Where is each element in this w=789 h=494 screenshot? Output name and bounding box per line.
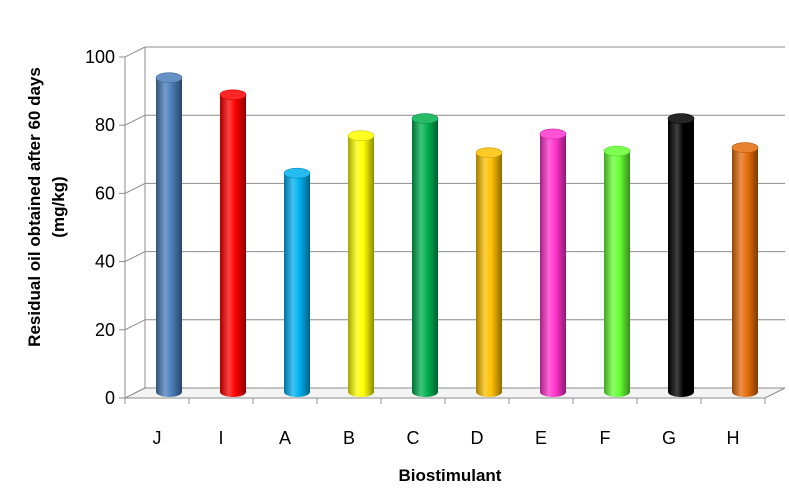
y-axis-title-line2: (mg/kg) [49, 176, 68, 237]
bar-body [668, 118, 694, 398]
bar-body [540, 133, 566, 397]
y-tick-labels: 0 20 40 60 80 100 [85, 47, 115, 408]
x-tick-label: H [727, 428, 740, 448]
y-tick-label: 20 [95, 320, 115, 340]
bar-body [156, 77, 182, 397]
x-tick-label: E [535, 428, 547, 448]
x-tick-label: I [218, 428, 223, 448]
side-wall-gridline [124, 387, 146, 399]
bar-G [667, 113, 695, 398]
bar-body [284, 173, 310, 397]
x-tick-label: D [471, 428, 484, 448]
bar-body [604, 151, 630, 397]
side-wall-gridline [124, 251, 146, 263]
x-tick-label: G [662, 428, 676, 448]
bar-top [411, 113, 439, 124]
bar-body [348, 135, 374, 397]
side-wall-gridline [124, 182, 146, 194]
x-tick-label: B [343, 428, 355, 448]
bar-top [667, 113, 695, 124]
bar-top [731, 142, 759, 153]
bar-top [603, 145, 631, 157]
bars [155, 72, 759, 398]
side-wall-gridline [124, 114, 146, 126]
bar-E [539, 128, 567, 397]
bar-I [219, 89, 247, 398]
y-axis-title: Residual oil obtained after 60 days (mg/… [25, 67, 68, 347]
axes [119, 47, 766, 404]
x-tick-label: A [279, 428, 291, 448]
y-tick-label: 60 [95, 183, 115, 203]
bar-H [731, 142, 759, 397]
bar-top [539, 128, 567, 140]
y-tick-label: 100 [85, 47, 115, 67]
bar-top [219, 89, 247, 101]
bar-body [412, 118, 438, 398]
side-wall-gridline [124, 319, 146, 331]
bar-J [155, 72, 183, 397]
bar-F [603, 145, 631, 397]
bar-C [411, 113, 439, 398]
bar-top [283, 167, 311, 179]
bar-body [220, 94, 246, 398]
y-tick-label: 0 [105, 388, 115, 408]
x-tick-label: F [600, 428, 611, 448]
y-tick-label: 80 [95, 115, 115, 135]
bar-body [732, 147, 758, 397]
bar-top [347, 130, 375, 141]
bar-B [347, 130, 375, 397]
bar-A [283, 167, 311, 397]
bar-top [475, 147, 503, 159]
x-tick-label: C [407, 428, 420, 448]
y-axis-title-line1: Residual oil obtained after 60 days [25, 67, 44, 347]
bar-D [475, 147, 503, 397]
y-tick-label: 40 [95, 252, 115, 272]
side-wall-gridline [124, 46, 146, 58]
bar-body [476, 152, 502, 397]
bar-top [155, 72, 183, 83]
x-tick-label: J [153, 428, 162, 448]
x-axis-title: Biostimulant [399, 466, 502, 485]
